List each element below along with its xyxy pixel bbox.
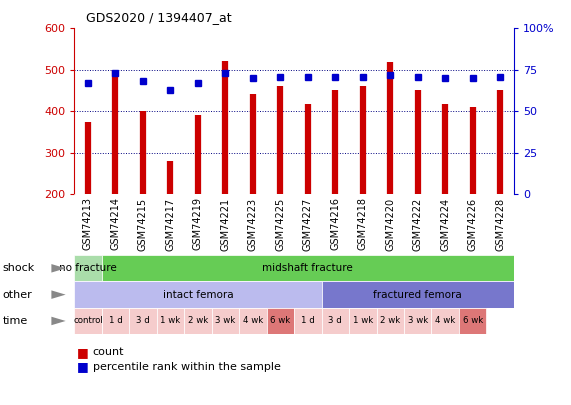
- Text: GSM74217: GSM74217: [166, 198, 175, 251]
- Bar: [459, 308, 486, 334]
- Text: midshaft fracture: midshaft fracture: [263, 263, 353, 273]
- Text: GSM74227: GSM74227: [303, 198, 313, 251]
- Text: GSM74225: GSM74225: [275, 198, 286, 251]
- Text: GSM74219: GSM74219: [193, 198, 203, 250]
- Text: time: time: [3, 316, 28, 326]
- Bar: [156, 308, 184, 334]
- Bar: [74, 308, 102, 334]
- Polygon shape: [51, 264, 66, 273]
- Bar: [184, 308, 212, 334]
- Text: GSM74226: GSM74226: [468, 198, 478, 251]
- Bar: [239, 308, 267, 334]
- Text: GSM74222: GSM74222: [413, 198, 423, 251]
- Text: 3 wk: 3 wk: [215, 316, 235, 326]
- Text: 4 wk: 4 wk: [243, 316, 263, 326]
- Text: control: control: [73, 316, 103, 326]
- Text: 4 wk: 4 wk: [435, 316, 455, 326]
- Bar: [267, 308, 294, 334]
- Text: GSM74228: GSM74228: [495, 198, 505, 251]
- Bar: [321, 281, 514, 308]
- Text: shock: shock: [3, 263, 35, 273]
- Text: other: other: [3, 290, 33, 300]
- Text: count: count: [93, 347, 124, 357]
- Text: 3 d: 3 d: [136, 316, 150, 326]
- Text: ■: ■: [77, 346, 89, 359]
- Bar: [74, 255, 102, 281]
- Text: intact femora: intact femora: [163, 290, 233, 300]
- Text: GSM74218: GSM74218: [358, 198, 368, 250]
- Polygon shape: [51, 290, 66, 299]
- Text: ■: ■: [77, 360, 89, 373]
- Text: GSM74221: GSM74221: [220, 198, 230, 251]
- Text: 2 wk: 2 wk: [380, 316, 400, 326]
- Text: GSM74215: GSM74215: [138, 198, 148, 251]
- Text: 3 wk: 3 wk: [408, 316, 428, 326]
- Text: no fracture: no fracture: [59, 263, 117, 273]
- Text: GSM74213: GSM74213: [83, 198, 93, 250]
- Text: 1 wk: 1 wk: [160, 316, 180, 326]
- Polygon shape: [51, 317, 66, 325]
- Text: 1 wk: 1 wk: [353, 316, 373, 326]
- Text: percentile rank within the sample: percentile rank within the sample: [93, 362, 280, 371]
- Bar: [321, 308, 349, 334]
- Text: 2 wk: 2 wk: [188, 316, 208, 326]
- Bar: [404, 308, 432, 334]
- Text: GSM74224: GSM74224: [440, 198, 450, 251]
- Bar: [349, 308, 376, 334]
- Bar: [376, 308, 404, 334]
- Text: GDS2020 / 1394407_at: GDS2020 / 1394407_at: [86, 11, 231, 24]
- Bar: [212, 308, 239, 334]
- Text: GSM74223: GSM74223: [248, 198, 258, 251]
- Text: 3 d: 3 d: [328, 316, 342, 326]
- Text: GSM74220: GSM74220: [385, 198, 395, 251]
- Text: 1 d: 1 d: [108, 316, 122, 326]
- Bar: [74, 281, 321, 308]
- Bar: [294, 308, 321, 334]
- Text: GSM74214: GSM74214: [110, 198, 120, 250]
- Text: 1 d: 1 d: [301, 316, 315, 326]
- Text: 6 wk: 6 wk: [270, 316, 291, 326]
- Text: 6 wk: 6 wk: [463, 316, 483, 326]
- Text: fractured femora: fractured femora: [373, 290, 462, 300]
- Bar: [432, 308, 459, 334]
- Bar: [129, 308, 156, 334]
- Text: GSM74216: GSM74216: [330, 198, 340, 250]
- Bar: [102, 308, 129, 334]
